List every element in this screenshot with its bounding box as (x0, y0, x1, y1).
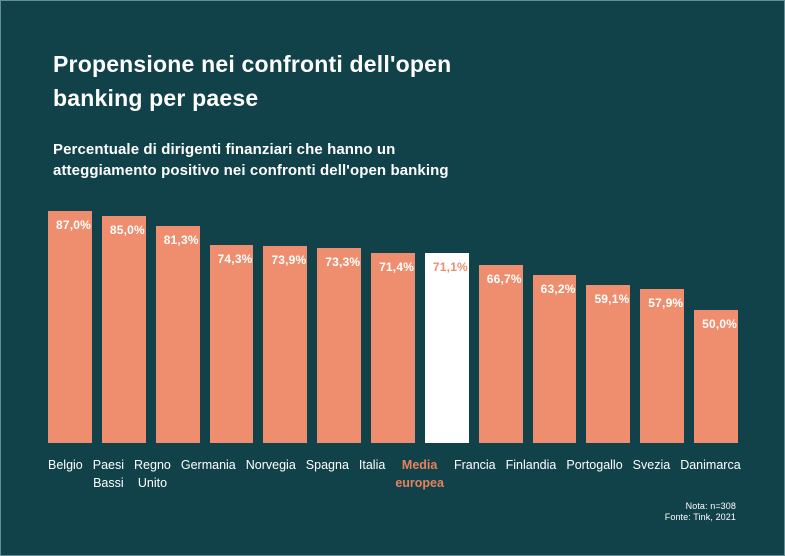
bar-spagna: 73,3% (317, 247, 362, 443)
note-sample-size: Nota: n=308 (685, 501, 736, 511)
category-label-portogallo: Portogallo (566, 458, 623, 472)
value-label-francia: 66,7% (486, 272, 522, 287)
category-label-media-europea: Media europea (395, 458, 444, 490)
page-subtitle: Percentuale di dirigenti finanziari che … (53, 141, 449, 179)
value-label-regno-unito: 81,3% (163, 233, 199, 248)
bar-column-norvegia: 73,9% (263, 210, 308, 443)
bar-column-media-europea: 71,1% (424, 210, 469, 443)
value-label-media-europea: 71,1% (432, 260, 468, 275)
value-label-finlandia: 63,2% (540, 281, 576, 296)
bar-belgio: 87,0% (48, 211, 92, 443)
category-labels: Belgio Paesi Bassi Regno Unito Germania Norveg… (48, 456, 741, 492)
value-label-belgio: 87,0% (56, 218, 92, 232)
bar-column-regno-unito: 81,3% (155, 210, 200, 443)
value-label-danimarca: 50,0% (702, 316, 738, 331)
note-source: Fonte: Tink, 2021 (664, 512, 736, 522)
bar-column-paesi-bassi: 85,0% (101, 210, 146, 443)
category-label-spagna: Spagna (305, 458, 349, 472)
bar-column-belgio: 87,0% (48, 210, 92, 443)
bar-column-svezia: 57,9% (640, 210, 685, 443)
bar-paesi-bassi: 85,0% (101, 216, 146, 443)
bar-column-portogallo: 59,1% (586, 210, 631, 443)
bar-column-finlandia: 63,2% (532, 210, 577, 443)
category-label-norvegia: Norvegia (245, 458, 296, 472)
value-label-svezia: 57,9% (648, 295, 684, 310)
bar-svezia: 57,9% (640, 288, 685, 443)
bar-column-danimarca: 50,0% (694, 210, 738, 443)
category-label-germania: Germania (180, 458, 236, 472)
bar-media-europea: 71,1% (424, 253, 469, 443)
bar-column-francia: 66,7% (478, 210, 523, 443)
bar-finlandia: 63,2% (532, 274, 577, 443)
category-label-regno-unito: Regno Unito (134, 458, 171, 490)
category-label-francia: Francia (453, 458, 496, 472)
bar-column-italia: 71,4% (371, 210, 415, 443)
category-label-belgio: Belgio (48, 458, 83, 472)
category-label-danimarca: Danimarca (680, 458, 741, 472)
value-label-germania: 74,3% (217, 251, 253, 266)
value-label-norvegia: 73,9% (271, 252, 307, 267)
value-label-italia: 71,4% (379, 259, 415, 274)
category-label-paesi-bassi: Paesi Bassi (92, 458, 125, 490)
value-label-portogallo: 59,1% (594, 292, 630, 307)
category-label-italia: Italia (358, 458, 386, 472)
footnote: Nota: n=308 Fonte: Tink, 2021 (665, 501, 736, 523)
bar-column-spagna: 73,3% (317, 210, 362, 443)
bar-francia: 66,7% (478, 265, 523, 443)
bar-germania: 74,3% (209, 244, 254, 443)
bar-chart: 87,0% 85,0% 81,3% 74,3% 73,9% 73,3% 71,4% 71,1%… (48, 210, 738, 443)
bar-portogallo: 59,1% (586, 285, 631, 443)
value-label-spagna: 73,3% (325, 254, 361, 269)
bar-norvegia: 73,9% (263, 245, 308, 443)
bar-column-germania: 74,3% (209, 210, 254, 443)
bar-italia: 71,4% (371, 252, 415, 443)
category-label-svezia: Svezia (632, 458, 671, 472)
bar-regno-unito: 81,3% (155, 226, 200, 443)
category-label-finlandia: Finlandia (505, 458, 557, 472)
bar-danimarca: 50,0% (694, 309, 738, 443)
page-title: Propensione nei confronti dell'open bank… (53, 51, 452, 111)
value-label-paesi-bassi: 85,0% (109, 223, 145, 238)
